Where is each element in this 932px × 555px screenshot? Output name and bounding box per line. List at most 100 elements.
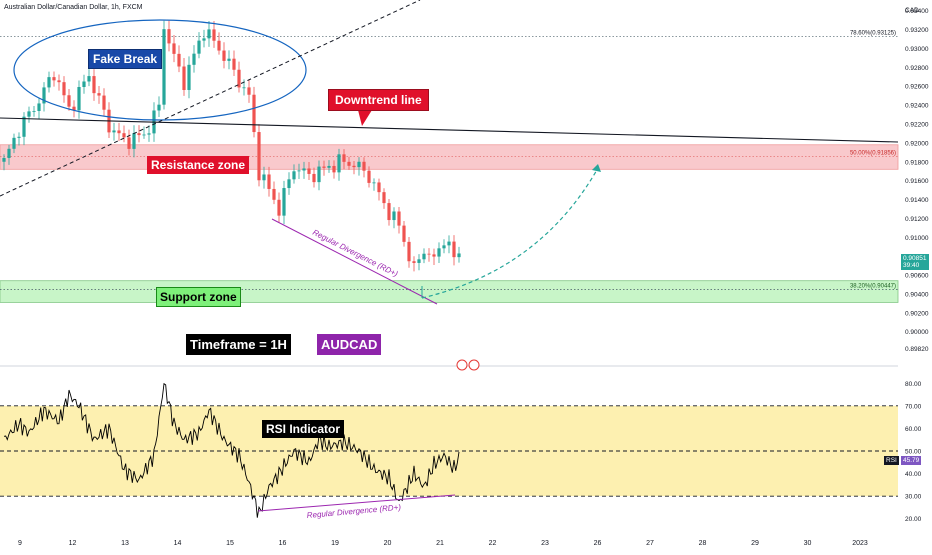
candle-body: [332, 165, 336, 173]
candle-body: [322, 166, 326, 168]
candle-body: [347, 161, 351, 166]
price-tick-label: 0.92600: [905, 84, 929, 91]
candle-body: [137, 133, 141, 136]
candle-body: [422, 253, 426, 260]
x-tick-label: 30: [804, 540, 812, 547]
current-price-tag: 0.90851 39:40: [901, 254, 929, 271]
candle-body: [132, 133, 136, 149]
candle-body: [182, 66, 186, 90]
currency-label: CAD: [905, 7, 919, 14]
price-tick-label: 0.93000: [905, 46, 929, 53]
candle-body: [237, 69, 241, 88]
candle-body: [172, 43, 176, 54]
x-tick-label: 16: [279, 540, 287, 547]
candle-body: [197, 40, 201, 54]
candle-body: [277, 199, 281, 216]
rsi-indicator-label: RSI Indicator: [262, 420, 345, 438]
candle-body: [302, 168, 306, 171]
x-tick-label: 22: [489, 540, 497, 547]
rsi-tick-label: 50.00: [905, 449, 922, 456]
candle-body: [382, 192, 386, 204]
x-tick-label: 14: [174, 540, 182, 547]
candle-body: [372, 182, 376, 184]
candle-body: [352, 165, 356, 168]
candle-body: [357, 161, 361, 168]
candle-body: [82, 81, 86, 87]
candle-body: [42, 87, 46, 104]
projection-path: [421, 167, 599, 299]
candle-body: [22, 116, 26, 137]
candle-body: [57, 80, 61, 83]
symbol-label: AUDCAD: [317, 334, 382, 355]
downtrend-line: [0, 117, 899, 143]
fake-break-ellipse: [13, 19, 307, 121]
candle-body: [442, 245, 446, 249]
x-tick-label: 19: [331, 540, 339, 547]
candle-body: [362, 161, 366, 171]
x-tick-label: 20: [384, 540, 392, 547]
candle-body: [52, 77, 56, 81]
price-tick-label: 0.90400: [905, 291, 929, 298]
candle-body: [257, 132, 261, 181]
price-tick-label: 0.92000: [905, 140, 929, 147]
candle-body: [307, 168, 311, 174]
price-tick-label: 0.91600: [905, 178, 929, 185]
candle-body: [447, 241, 451, 246]
x-tick-label: 12: [69, 540, 77, 547]
fib-level-label: 78.60%(0.93125): [850, 31, 896, 37]
x-tick-label: 26: [594, 540, 602, 547]
rsi-tick-label: 20.00: [905, 516, 922, 523]
candle-body: [102, 95, 106, 110]
candle-body: [177, 53, 181, 67]
support-zone: [0, 280, 899, 303]
price-tick-label: 0.90600: [905, 273, 929, 280]
candle-body: [437, 248, 441, 257]
x-tick-label: 15: [226, 540, 234, 547]
x-tick-label: 29: [751, 540, 759, 547]
price-tick-label: 0.92800: [905, 65, 929, 72]
candle-body: [27, 111, 31, 117]
candle-body: [367, 170, 371, 183]
candle-body: [312, 173, 316, 183]
price-tick-label: 0.92400: [905, 103, 929, 110]
price-tick-label: 0.89820: [905, 346, 929, 353]
resistance-zone-label: Resistance zone: [147, 156, 250, 174]
price-tick-label: 0.92200: [905, 122, 929, 129]
candle-body: [47, 77, 51, 88]
candle-body: [417, 259, 421, 263]
candle-body: [87, 76, 91, 82]
candle-body: [392, 211, 396, 221]
candle-body: [327, 165, 331, 168]
rsi-tick-label: 60.00: [905, 426, 922, 433]
candle-body: [427, 253, 431, 255]
rsi-divergence-line: [257, 494, 456, 512]
candle-body: [142, 134, 146, 136]
price-tick-label: 0.91400: [905, 197, 929, 204]
candle-body: [147, 133, 151, 135]
projection-arrowhead: [592, 164, 601, 172]
candle-body: [407, 241, 411, 262]
candle-body: [192, 53, 196, 65]
candle-body: [92, 76, 96, 94]
candle-body: [222, 50, 226, 61]
downtrend-line-label: Downtrend line: [328, 89, 429, 111]
candle-body: [212, 29, 216, 41]
timeframe-label: Timeframe = 1H: [186, 334, 291, 355]
candle-body: [217, 40, 221, 51]
candle-series: [2, 20, 461, 272]
candle-body: [37, 103, 41, 111]
candle-body: [342, 154, 346, 162]
support-zone-label: Support zone: [156, 287, 241, 307]
candle-body: [252, 94, 256, 133]
current-price-value: 0.90851: [903, 255, 927, 262]
candle-body: [272, 188, 276, 200]
candle-body: [397, 211, 401, 226]
candle-body: [412, 261, 416, 263]
x-tick-label: 28: [699, 540, 707, 547]
rsi-tick-label: 70.00: [905, 403, 922, 410]
candle-body: [287, 179, 291, 189]
candle-body: [337, 154, 341, 173]
candle-body: [457, 253, 461, 258]
